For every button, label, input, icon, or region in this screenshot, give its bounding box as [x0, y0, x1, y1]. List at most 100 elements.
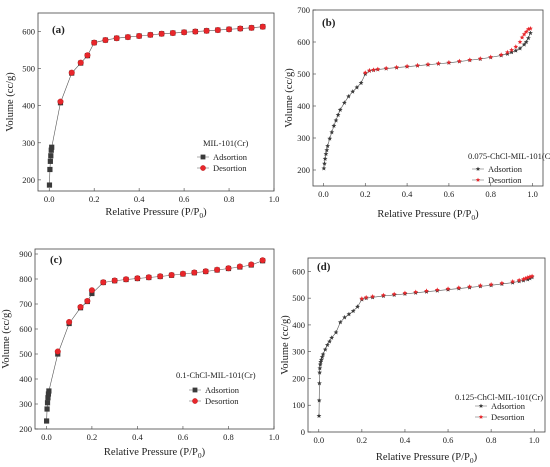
data-point-desortion [181, 29, 188, 36]
y-tick-label: 0 [301, 427, 305, 437]
data-point-desortion [158, 30, 165, 37]
data-point-desortion [467, 284, 472, 289]
y-axis-title: Volume (cc/g) [280, 315, 291, 375]
data-point-desortion [488, 281, 494, 287]
data-point-desortion [259, 23, 266, 30]
x-axis-title-main: Relative Pressure (P/P [376, 452, 470, 463]
y-tick-label: 300 [297, 133, 310, 143]
data-point-adsortion [318, 357, 324, 362]
x-tick-label: 0.6 [443, 435, 454, 445]
x-tick-label: 1.0 [529, 435, 540, 445]
data-point-adsortion [350, 89, 356, 94]
x-tick-label: 0.6 [444, 189, 455, 199]
data-point-adsortion [322, 161, 327, 166]
x-tick-label: 0.0 [44, 194, 55, 204]
data-point-desortion [517, 39, 523, 45]
data-point-adsortion [337, 107, 343, 112]
data-point-adsortion [525, 276, 531, 282]
x-axis-title: Relative Pressure (P/P0) [104, 447, 206, 460]
data-point-desortion [519, 35, 525, 40]
chart-panel-d: 0.0 0.2 0.4 0.6 0.8 1.0 0 100 200 300 400 500 600 Vol… [280, 257, 546, 465]
data-point-desortion [456, 58, 462, 64]
data-point-desortion [446, 59, 452, 65]
data-point-adsortion [48, 147, 54, 153]
legend-marker-adsortion [478, 403, 484, 408]
data-point-adsortion [317, 370, 323, 375]
data-point-desortion [145, 274, 152, 281]
x-tick-label: 0.2 [360, 189, 371, 199]
data-point-desortion [111, 277, 118, 284]
data-point-desortion [123, 276, 130, 283]
data-point-adsortion [45, 395, 51, 401]
y-tick-label: 300 [22, 138, 35, 148]
x-axis-title-main: Relative Pressure (P/P [377, 209, 471, 220]
data-point-adsortion [346, 93, 351, 99]
panel-label: (d) [317, 261, 331, 273]
data-point-adsortion [45, 391, 52, 397]
x-axis-title-main: Relative Pressure (P/P [104, 447, 198, 458]
data-point-adsortion [44, 418, 50, 424]
data-point-adsortion [324, 147, 330, 153]
data-point-adsortion [335, 112, 341, 117]
y-tick-label: 400 [292, 320, 305, 330]
x-tick-label: 0.2 [87, 432, 98, 442]
data-point-adsortion [317, 365, 323, 371]
panel-label: (b) [322, 17, 336, 29]
series-desortion [54, 257, 266, 355]
data-point-desortion [499, 280, 505, 286]
data-point-desortion [445, 286, 451, 291]
data-point-adsortion [505, 51, 510, 56]
data-point-adsortion [509, 49, 515, 55]
legend-label-adsortion: Adsortion [213, 152, 248, 162]
data-point-adsortion [47, 158, 53, 164]
x-tick-label: 1.0 [527, 189, 538, 199]
series-desortion [362, 26, 533, 75]
y-tick-label: 200 [292, 373, 305, 383]
legend-marker-desortion [475, 177, 481, 182]
sample-label: 0.1-ChCl-MIL-101(Cr) [176, 370, 256, 380]
data-point-desortion [124, 34, 131, 41]
x-axis-title-tail: ) [474, 452, 478, 463]
data-point-desortion [488, 54, 494, 60]
y-tick-label: 600 [297, 37, 310, 47]
data-point-desortion [136, 32, 143, 39]
x-tick-label: 0.0 [41, 432, 52, 442]
x-tick-label: 0.8 [486, 435, 497, 445]
y-tick-label: 900 [19, 249, 32, 259]
data-point-desortion [370, 294, 376, 299]
legend-label-adsortion: Adsortion [491, 401, 526, 411]
y-tick-label: 200 [297, 165, 310, 175]
series-desortion [57, 23, 266, 105]
data-point-desortion [425, 61, 431, 67]
data-point-adsortion [319, 354, 325, 360]
data-point-adsortion [322, 347, 328, 352]
data-point-desortion [68, 69, 75, 76]
y-tick-label: 600 [22, 27, 35, 37]
x-tick-label: 0.6 [179, 194, 190, 204]
data-point-desortion [402, 290, 408, 296]
data-point-desortion [91, 39, 98, 46]
x-tick-label: 0.8 [485, 189, 496, 199]
x-tick-label: 0.2 [89, 194, 100, 204]
data-point-adsortion [354, 84, 360, 90]
data-point-adsortion [350, 308, 356, 314]
y-tick-label: 300 [292, 347, 305, 357]
plot-frame [312, 9, 544, 187]
data-point-desortion [88, 287, 95, 294]
data-point-desortion [191, 269, 198, 276]
x-axis-title-subscript: 0 [199, 211, 203, 220]
x-axis-title: Relative Pressure (P/P0) [105, 207, 207, 220]
data-point-desortion [434, 287, 440, 292]
data-point-adsortion [342, 314, 348, 320]
data-point-desortion [225, 265, 232, 272]
data-point-desortion [203, 27, 210, 34]
data-point-adsortion [318, 359, 324, 364]
x-axis-title-subscript: 0 [471, 213, 475, 222]
data-point-desortion [375, 66, 381, 72]
y-tick-label: 400 [297, 101, 310, 111]
data-point-desortion [169, 30, 176, 37]
data-point-adsortion [325, 143, 331, 149]
y-axis-title: Volume (cc/g) [5, 72, 16, 132]
legend-label-adsortion: Adsortion [488, 164, 523, 174]
